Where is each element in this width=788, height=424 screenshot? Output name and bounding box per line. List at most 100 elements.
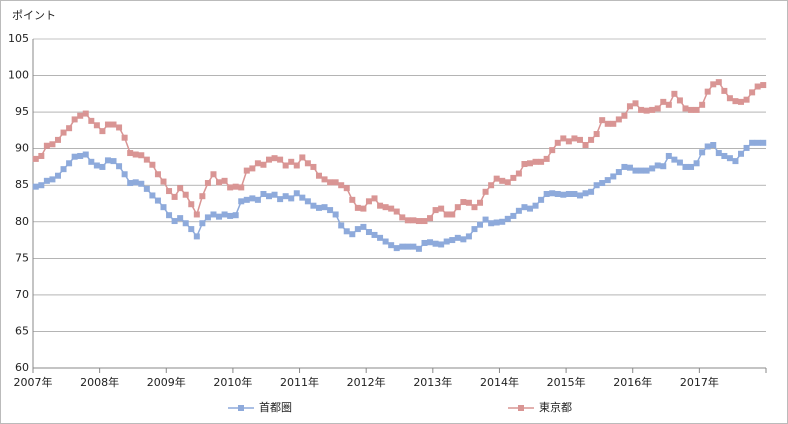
data-point: [732, 98, 739, 105]
data-point: [454, 234, 461, 241]
data-point: [693, 160, 700, 167]
data-point: [515, 170, 522, 177]
x-tick-label: 2010年: [213, 375, 252, 389]
data-point: [621, 112, 628, 119]
data-point: [738, 150, 745, 157]
y-tick-label: 60: [15, 361, 29, 374]
data-point: [393, 245, 400, 252]
data-point: [588, 136, 595, 143]
data-point: [488, 182, 495, 189]
data-point: [427, 215, 434, 222]
data-point: [427, 239, 434, 246]
data-point: [621, 163, 628, 170]
data-point: [693, 106, 700, 113]
data-point: [671, 156, 678, 163]
data-point: [338, 182, 345, 189]
data-point: [404, 217, 411, 224]
data-point: [154, 197, 161, 204]
data-point: [227, 212, 234, 219]
data-point: [238, 198, 245, 205]
data-point: [549, 190, 556, 197]
data-point: [638, 167, 645, 174]
data-point: [382, 238, 389, 245]
data-point: [682, 163, 689, 170]
data-point: [254, 160, 261, 167]
data-point: [282, 193, 289, 200]
data-point: [310, 163, 317, 170]
data-point: [504, 215, 511, 222]
data-point: [754, 139, 761, 146]
data-point: [554, 139, 561, 146]
data-point: [699, 101, 706, 108]
data-point: [43, 142, 50, 149]
data-point: [288, 195, 295, 202]
y-tick-label: 70: [15, 288, 29, 301]
data-point: [193, 211, 200, 218]
data-point: [354, 204, 361, 211]
data-point: [249, 195, 256, 202]
data-point: [449, 211, 456, 218]
data-point: [515, 207, 522, 214]
data-point: [526, 160, 533, 167]
data-point: [43, 177, 50, 184]
data-point: [66, 125, 73, 132]
data-point: [410, 243, 417, 250]
data-point: [327, 179, 334, 186]
data-point: [471, 204, 478, 211]
data-point: [177, 185, 184, 192]
data-point: [104, 121, 111, 128]
data-point: [699, 149, 706, 156]
data-point: [304, 160, 311, 167]
data-point: [38, 152, 45, 159]
data-point: [188, 226, 195, 233]
data-point: [182, 220, 189, 227]
data-point: [704, 88, 711, 95]
data-point: [132, 179, 139, 186]
x-tick-label: 2012年: [347, 375, 386, 389]
data-point: [754, 83, 761, 90]
data-point: [676, 97, 683, 104]
data-point: [82, 110, 89, 117]
data-point: [138, 180, 145, 187]
data-point: [77, 152, 84, 159]
data-point: [382, 204, 389, 211]
data-point: [477, 221, 484, 228]
data-point: [749, 139, 756, 146]
data-point: [288, 158, 295, 165]
data-point: [460, 199, 467, 206]
data-point: [143, 156, 150, 163]
data-point: [210, 171, 217, 178]
data-point: [304, 198, 311, 205]
data-point: [338, 222, 345, 229]
data-point: [104, 157, 111, 164]
data-point: [227, 184, 234, 191]
y-tick-label: 80: [15, 215, 29, 228]
data-point: [704, 143, 711, 150]
data-point: [571, 135, 578, 142]
data-point: [216, 179, 223, 186]
data-point: [232, 212, 239, 219]
data-point: [88, 117, 95, 124]
data-point: [204, 214, 211, 221]
data-point: [293, 190, 300, 197]
data-point: [743, 144, 750, 151]
data-point: [649, 165, 656, 172]
data-point: [432, 240, 439, 247]
data-point: [188, 201, 195, 208]
data-point: [671, 90, 678, 97]
data-point: [588, 188, 595, 195]
data-point: [166, 188, 173, 195]
data-point: [299, 154, 306, 161]
data-point: [243, 167, 250, 174]
data-point: [571, 190, 578, 197]
data-point: [110, 121, 117, 128]
data-point: [743, 96, 750, 103]
data-point: [576, 192, 583, 199]
data-point: [121, 171, 128, 178]
data-point: [732, 158, 739, 165]
data-point: [593, 182, 600, 189]
data-point: [543, 155, 550, 162]
data-point: [688, 106, 695, 113]
data-point: [377, 234, 384, 241]
data-point: [721, 152, 728, 159]
